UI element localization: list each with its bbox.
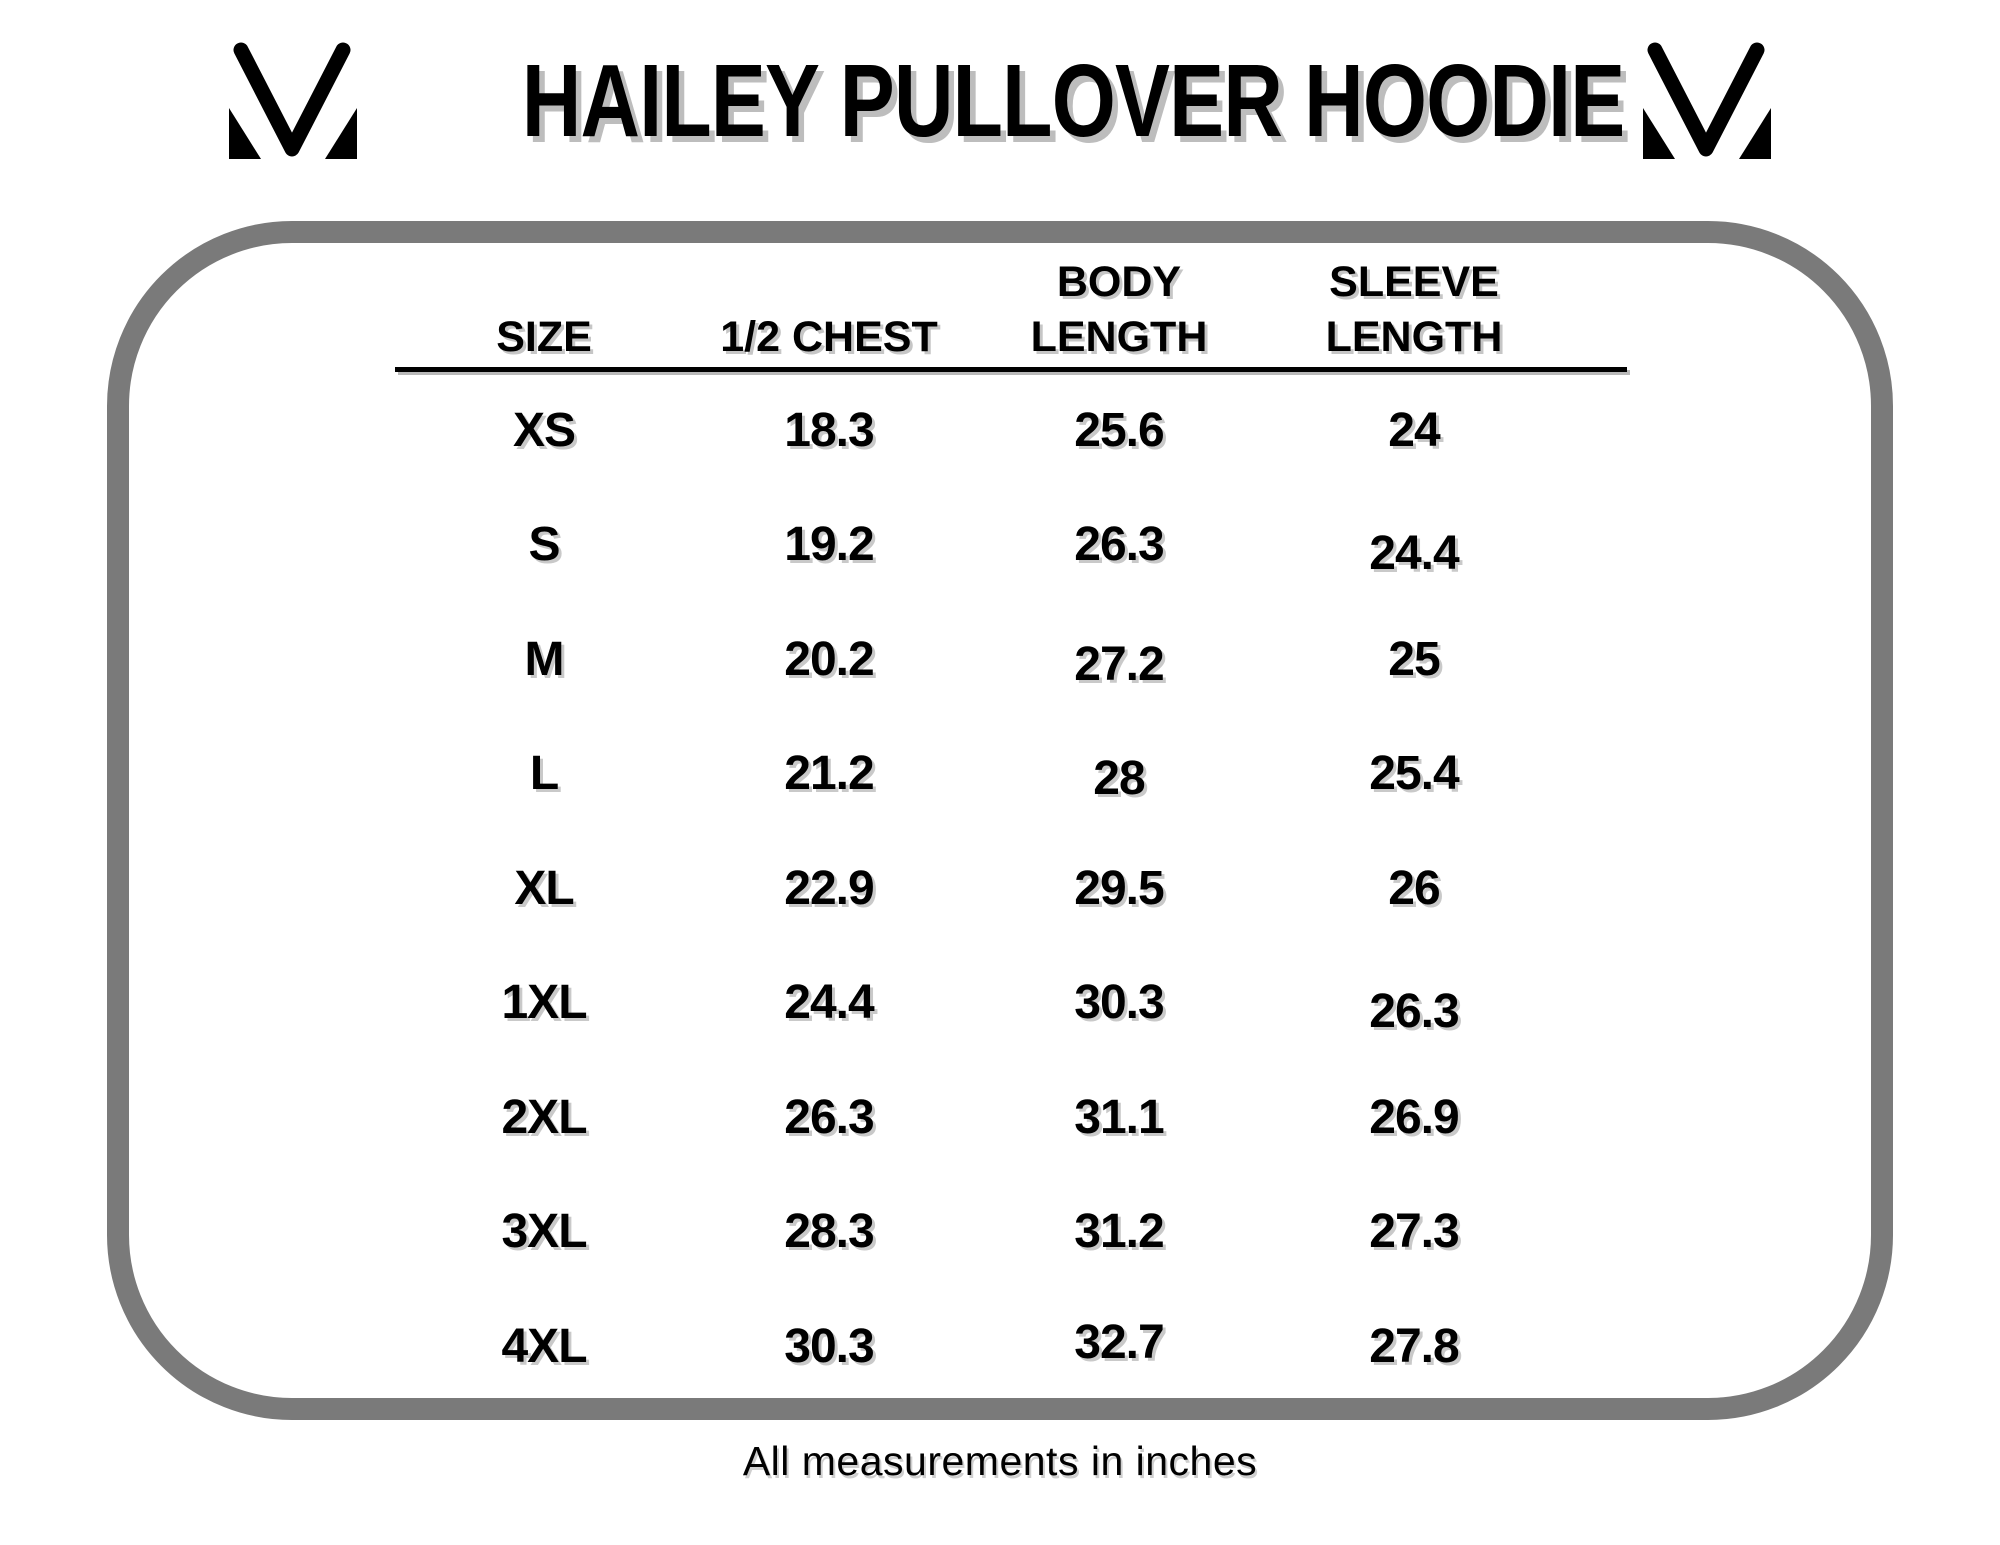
value-cell: 25.6	[1074, 403, 1164, 457]
mv-logo-left-icon	[229, 42, 357, 159]
size-cell: 2XL	[501, 1090, 587, 1144]
value-cell: 26.3	[1074, 518, 1164, 572]
size-cell: 4XL	[501, 1319, 587, 1373]
value-cell: 18.3	[784, 403, 874, 457]
size-cell: XL	[514, 861, 574, 915]
value-cell: 31.1	[1074, 1090, 1164, 1144]
value-cell: 26.9	[1369, 1090, 1459, 1144]
value-cell: 27.8	[1369, 1319, 1459, 1373]
size-cell: S	[528, 518, 560, 572]
value-cell: 24.4	[784, 976, 874, 1030]
size-cell: L	[529, 747, 559, 801]
table-body: XS 18.3 25.6 24 S 19.2 26.3 24.4 M 20.2 27.2 25 L 21.…	[129, 373, 1871, 1404]
table-row: 1XL 24.4 30.3 26.3	[129, 946, 1871, 1061]
value-cell: 24	[1388, 403, 1440, 457]
header-cell: SIZE	[496, 313, 592, 362]
value-cell: 26.3	[1369, 985, 1459, 1039]
table-row: M 20.2 27.2 25	[129, 602, 1871, 717]
value-cell: 32.7	[1074, 1315, 1164, 1369]
value-cell: 21.2	[784, 747, 874, 801]
table-row: 2XL 26.3 31.1 26.9	[129, 1060, 1871, 1175]
value-cell: 26	[1388, 861, 1440, 915]
value-cell: 27.2	[1074, 637, 1164, 691]
value-cell: 25.4	[1369, 747, 1459, 801]
value-cell: 26.3	[784, 1090, 874, 1144]
table-row: 3XL 28.3 31.2 27.3	[129, 1175, 1871, 1290]
header-cell: SLEEVE LENGTH	[1325, 258, 1503, 362]
table-row: XL 22.9 29.5 26	[129, 831, 1871, 946]
value-cell: 30.3	[1074, 976, 1164, 1030]
size-chart-panel: SIZE 1/2 CHEST BODY LENGTH SLEEVE LENGTH XS 18…	[107, 221, 1893, 1420]
value-cell: 28	[1093, 752, 1145, 806]
header: HAILEY PULLOVER HOODIE	[0, 28, 2000, 172]
value-cell: 25	[1388, 632, 1440, 686]
page-title-text: HAILEY PULLOVER HOODIE	[521, 42, 1625, 158]
size-cell: M	[524, 632, 565, 686]
page-title: HAILEY PULLOVER HOODIE	[384, 49, 1625, 152]
value-cell: 30.3	[784, 1319, 874, 1373]
value-cell: 20.2	[784, 632, 874, 686]
mv-logo-right-icon	[1643, 42, 1771, 159]
value-cell: 28.3	[784, 1205, 874, 1259]
value-cell: 22.9	[784, 861, 874, 915]
table-row: S 19.2 26.3 24.4	[129, 488, 1871, 603]
size-cell: 3XL	[501, 1205, 587, 1259]
header-cell: BODY LENGTH	[1030, 258, 1208, 362]
size-cell: 1XL	[501, 976, 587, 1030]
size-cell: XS	[512, 403, 576, 457]
value-cell: 19.2	[784, 518, 874, 572]
value-cell: 29.5	[1074, 861, 1164, 915]
table-row: L 21.2 28 25.4	[129, 717, 1871, 832]
header-divider	[395, 367, 1627, 372]
table-row: 4XL 30.3 32.7 27.8	[129, 1289, 1871, 1404]
value-cell: 27.3	[1369, 1205, 1459, 1259]
table-row: XS 18.3 25.6 24	[129, 373, 1871, 488]
value-cell: 31.2	[1074, 1205, 1164, 1259]
measurements-note: All measurements in inches	[742, 1438, 1258, 1484]
header-cell: 1/2 CHEST	[720, 313, 938, 362]
table-header-row: SIZE 1/2 CHEST BODY LENGTH SLEEVE LENGTH	[129, 255, 1871, 361]
value-cell: 24.4	[1369, 527, 1459, 581]
